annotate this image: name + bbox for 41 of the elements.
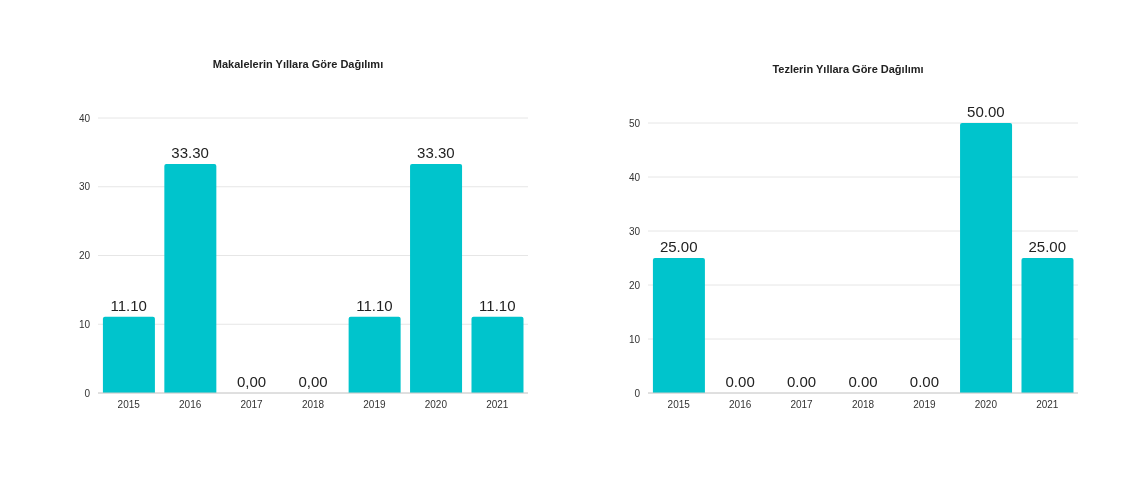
data-label: 25.00 — [659, 238, 698, 255]
chart-title: Tezlerin Yıllara Göre Dağılımı — [771, 63, 925, 77]
x-tick-label: 2020 — [974, 399, 998, 411]
x-tick-label: 2018 — [301, 399, 325, 411]
x-tick-label: 2021 — [1036, 399, 1059, 411]
chart-title: Makalelerin Yıllara Göre Dağılımı — [211, 58, 385, 72]
x-tick-label: 2017 — [790, 399, 814, 411]
x-tick-label: 2018 — [851, 399, 875, 411]
x-tick-label: 2019 — [363, 399, 386, 411]
data-label: 11.10 — [110, 296, 147, 314]
x-tick-label: 2017 — [240, 399, 264, 411]
y-tick-label: 10 — [628, 333, 641, 345]
y-tick-label: 20 — [628, 279, 641, 291]
y-tick-label: 20 — [78, 250, 91, 262]
x-tick-label: 2016 — [729, 399, 752, 411]
data-label: 0.00 — [725, 373, 755, 390]
x-tick-label: 2015 — [117, 399, 141, 411]
data-label: 0,00 — [298, 373, 328, 390]
y-tick-label: 0 — [634, 387, 641, 399]
data-label: 0.00 — [848, 373, 878, 390]
y-tick-label: 0 — [84, 387, 91, 399]
data-label: 33.30 — [417, 144, 455, 162]
data-label: 0.00 — [909, 373, 940, 390]
y-tick-label: 30 — [78, 181, 91, 193]
y-tick-label: 40 — [628, 171, 641, 183]
data-label: 0.00 — [786, 373, 817, 390]
y-tick-label: 40 — [78, 112, 91, 124]
data-label: 11.10 — [479, 296, 516, 314]
x-tick-label: 2016 — [179, 399, 202, 411]
y-tick-label: 10 — [78, 318, 91, 330]
x-tick-label: 2015 — [667, 399, 691, 411]
x-tick-label: 2021 — [486, 399, 509, 411]
y-tick-label: 30 — [628, 225, 641, 237]
y-tick-label: 50 — [628, 117, 641, 129]
x-tick-label: 2020 — [424, 399, 448, 411]
data-label: 50.00 — [967, 103, 1005, 120]
x-tick-label: 2019 — [913, 399, 936, 411]
data-label: 11.10 — [356, 296, 393, 314]
data-label: 0,00 — [236, 373, 267, 390]
data-label: 33.30 — [171, 144, 209, 162]
data-label: 25.00 — [1028, 238, 1067, 255]
